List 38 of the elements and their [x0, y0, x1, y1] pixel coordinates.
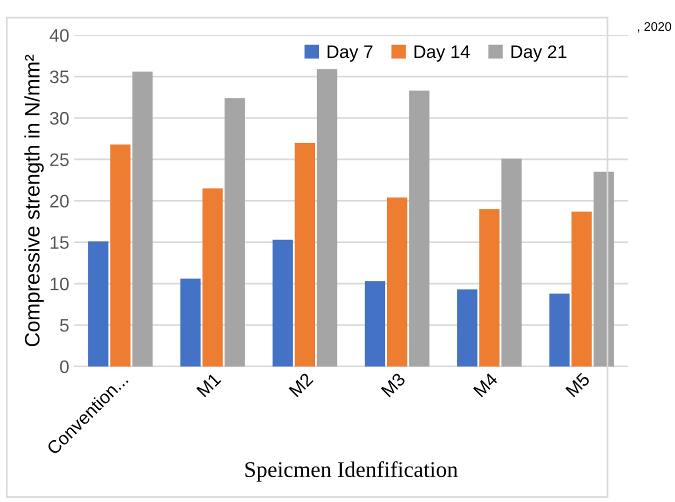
- legend-label: Day 14: [414, 46, 470, 62]
- y-tick-label: 15: [50, 236, 69, 249]
- bar: [316, 69, 338, 366]
- y-tick-label: 25: [50, 153, 69, 166]
- bar: [88, 241, 108, 366]
- bar: [132, 72, 153, 366]
- bar: [386, 197, 408, 366]
- bar: [457, 289, 478, 366]
- bar: [272, 240, 293, 366]
- bar: [549, 294, 570, 366]
- legend-label: Day 7: [328, 46, 372, 62]
- bar: [409, 90, 430, 366]
- y-tick-label: 20: [50, 194, 69, 208]
- bar: [479, 209, 500, 366]
- x-axis-title: Speicmen Idenfification: [245, 461, 458, 482]
- x-tick-label: M2: [288, 372, 314, 398]
- y-tick-label: 0: [60, 360, 69, 374]
- legend-label: Day 21: [511, 45, 566, 62]
- x-tick-label: M5: [565, 372, 590, 398]
- y-axis-title: Compressive strength in N/mm²: [24, 54, 44, 346]
- y-tick-label: 30: [50, 112, 69, 125]
- bar: [202, 188, 223, 366]
- bar: [364, 281, 386, 366]
- bar: [180, 278, 201, 366]
- x-tick-label: M3: [380, 372, 406, 398]
- x-tick-label: M1: [196, 372, 222, 398]
- bar: [294, 142, 316, 366]
- bar: [571, 212, 592, 366]
- y-tick-label: 5: [60, 319, 69, 332]
- y-tick-label: 35: [50, 70, 69, 84]
- y-tick-label: 10: [50, 278, 69, 290]
- bar: [224, 98, 245, 366]
- x-tick-label: M4: [473, 372, 498, 398]
- bar: [110, 144, 131, 366]
- y-tick-label: 40: [50, 29, 69, 42]
- text: , 2020: [638, 22, 672, 32]
- bar: [501, 158, 522, 366]
- bar: [594, 172, 614, 366]
